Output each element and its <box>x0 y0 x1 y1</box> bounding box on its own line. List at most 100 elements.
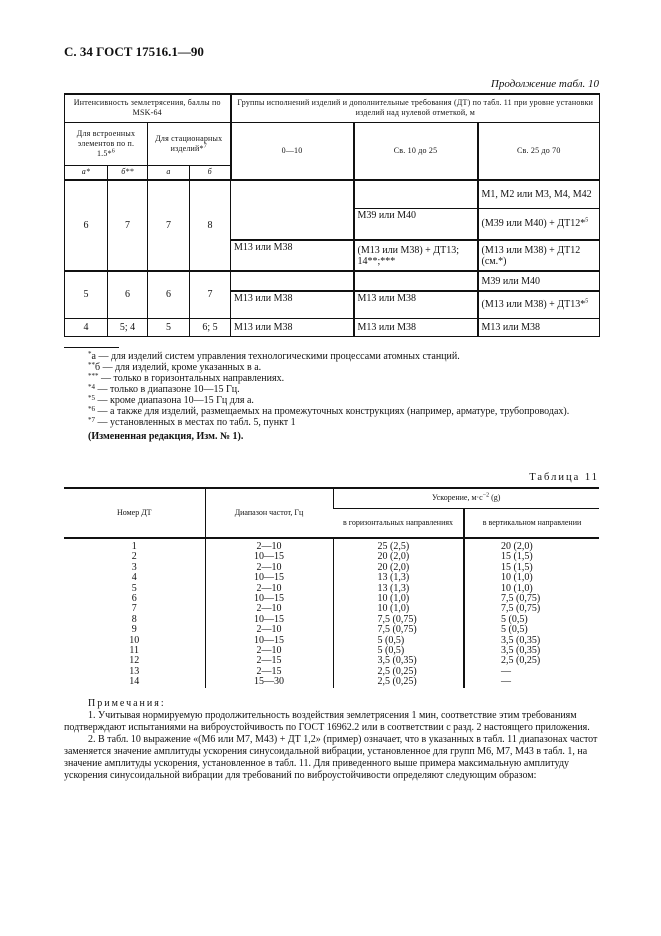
footnotes: *а — для изделий систем управления техно… <box>64 350 604 443</box>
cell: 5 (0,5) <box>332 645 464 657</box>
footnote-mark: * <box>88 350 92 358</box>
cell: 7 <box>107 179 148 272</box>
cell: — <box>463 666 599 678</box>
table-row: 3 2—10 20 (2,0) 15 (1,5) <box>64 561 599 574</box>
cell: M39 или M40 <box>352 207 479 241</box>
cell: 9 <box>131 624 137 636</box>
table-row: 8 10—15 7,5 (0,75) 5 (0,5) <box>64 614 599 626</box>
cell: 10 <box>129 634 140 646</box>
cell: 15 (1,5) <box>463 551 599 563</box>
cell: 3 <box>131 561 137 573</box>
header-acceleration: Ускорение, м·с−2 (g) <box>332 487 599 508</box>
footnote-text: — только в диапазоне 10—15 Гц. <box>95 384 240 395</box>
cell: 2—15 <box>204 656 333 667</box>
cell: 7 <box>147 179 190 272</box>
cell: 15 (1,5) <box>463 562 599 574</box>
table-row: 1 2—10 25 (2,5) 20 (2,0) <box>64 536 599 553</box>
cell: 5 (0,5) <box>463 624 599 636</box>
cell: 2,5 (0,25) <box>463 656 599 667</box>
table-row: 9 2—10 7,5 (0,75) 5 (0,5) <box>64 624 599 636</box>
cell: 14 <box>129 676 140 688</box>
footnote: *а — для изделий систем управления техно… <box>64 350 604 363</box>
cell: 2—10 <box>204 536 333 553</box>
cell: 13 <box>129 665 140 677</box>
cell <box>352 270 479 292</box>
table-row: 10 10—15 5 (0,5) 3,5 (0,35) <box>64 634 599 647</box>
footnote: *6 — а также для изделий, размещаемых на… <box>64 406 604 418</box>
cell: 5; 4 <box>107 317 148 337</box>
cell: 7 <box>131 603 137 615</box>
cell: 5 (0,5) <box>332 635 464 647</box>
header-b1: б** <box>107 164 148 181</box>
cell: 25 (2,5) <box>332 536 464 553</box>
footnote: **б — для изделий, кроме указанных в а. <box>64 361 604 374</box>
cell: 2,5 (0,25) <box>332 676 464 688</box>
header-b2: б <box>188 164 232 181</box>
cell: (M13 или M38) + ДТ13; 14**;*** <box>352 239 479 272</box>
table-row: 6 10—15 10 (1,0) 7,5 (0,75) <box>64 593 599 605</box>
table-row: 14 15—30 2,5 (0,25) — <box>64 676 599 688</box>
header-vertical: в вертикальном направлении <box>463 507 599 538</box>
cell: 10 (1,0) <box>463 583 599 595</box>
footnote-mark: *** <box>88 372 99 380</box>
header-10-25: Св. 10 до 25 <box>352 121 479 181</box>
cell: 10—15 <box>204 614 333 626</box>
cell: 2—10 <box>204 624 333 636</box>
notes-title: Примечания: <box>88 698 166 709</box>
table-row: 4 10—15 13 (1,3) 10 (1,0) <box>64 572 599 584</box>
cell: M13 или M38 <box>230 317 355 337</box>
cell: M13 или M38 <box>230 239 355 272</box>
footnote-mark: *5 <box>88 394 95 402</box>
cell: 7,5 (0,75) <box>332 624 464 636</box>
cell: — <box>463 676 599 688</box>
cell: 5 (0,5) <box>463 614 599 626</box>
header-a1: а* <box>64 164 108 181</box>
cell: 2—10 <box>204 604 333 615</box>
cell: (M13 или M38) + ДТ13*5 <box>476 290 601 319</box>
cell: 13 (1,3) <box>332 572 464 584</box>
cell: 6 <box>147 270 190 319</box>
header-builtin: Для встроенных элементов по п. 1.5*6 <box>64 121 148 166</box>
footnote: *4 — только в диапазоне 10—15 Гц. <box>64 384 604 396</box>
header-25-70: Св. 25 до 70 <box>476 121 601 181</box>
cell: M13 или M38 <box>230 290 355 319</box>
cell: 4 <box>131 572 137 584</box>
cell: 20 (2,0) <box>332 562 464 574</box>
cell: 7,5 (0,75) <box>463 593 599 605</box>
footnote-text: б — для изделий, кроме указанных в а. <box>95 362 262 373</box>
footnote: *** — только в горизонтальных направлени… <box>64 372 604 385</box>
page-header: С. 34 ГОСТ 17516.1—90 <box>64 44 204 59</box>
footnote-mark: *7 <box>88 416 95 424</box>
cell: 10 (1,0) <box>332 604 464 615</box>
note-item: 1. Учитывая нормируемую продолжительност… <box>64 710 590 733</box>
cell: 8 <box>188 179 232 272</box>
cell: 10 (1,0) <box>332 593 464 605</box>
footnote-text: — только в горизонтальных направлениях. <box>98 373 285 384</box>
header-stationary: Для стационарных изделий*7 <box>146 121 232 166</box>
cell: 3,5 (0,35) <box>332 656 464 667</box>
header-dt-number: Номер ДТ <box>64 487 205 538</box>
cell <box>352 179 479 209</box>
cell: 13 (1,3) <box>332 583 464 595</box>
note-item: 2. В табл. 10 выражение «(М6 или М7, М43… <box>64 734 598 781</box>
cell: 10 (1,0) <box>463 572 599 584</box>
cell: 6 <box>64 179 108 272</box>
cell: 5 <box>64 270 108 319</box>
header-intensity: Интенсивность землетрясения, баллы по MS… <box>63 93 232 123</box>
cell: (M39 или M40) + ДТ12*5 <box>476 207 601 241</box>
cell: 10—15 <box>204 593 333 605</box>
cell <box>230 270 355 292</box>
cell: 2—10 <box>204 645 333 657</box>
table-row: 2 10—15 20 (2,0) 15 (1,5) <box>64 551 599 563</box>
cell <box>230 179 355 241</box>
cell: 11 <box>129 645 140 657</box>
footnote-text: а — для изделий систем управления технол… <box>91 351 460 362</box>
amendment-note: (Измененная редакция, Изм. № 1). <box>88 431 244 442</box>
header-groups: Группы исполнений изделий и дополнительн… <box>229 93 601 123</box>
footnote-mark: ** <box>88 361 95 369</box>
cell: 3,5 (0,35) <box>463 635 599 647</box>
cell: 10—15 <box>204 551 333 563</box>
cell: 5 <box>131 582 137 594</box>
cell: 2—10 <box>204 562 333 574</box>
cell: 6 <box>131 593 137 605</box>
